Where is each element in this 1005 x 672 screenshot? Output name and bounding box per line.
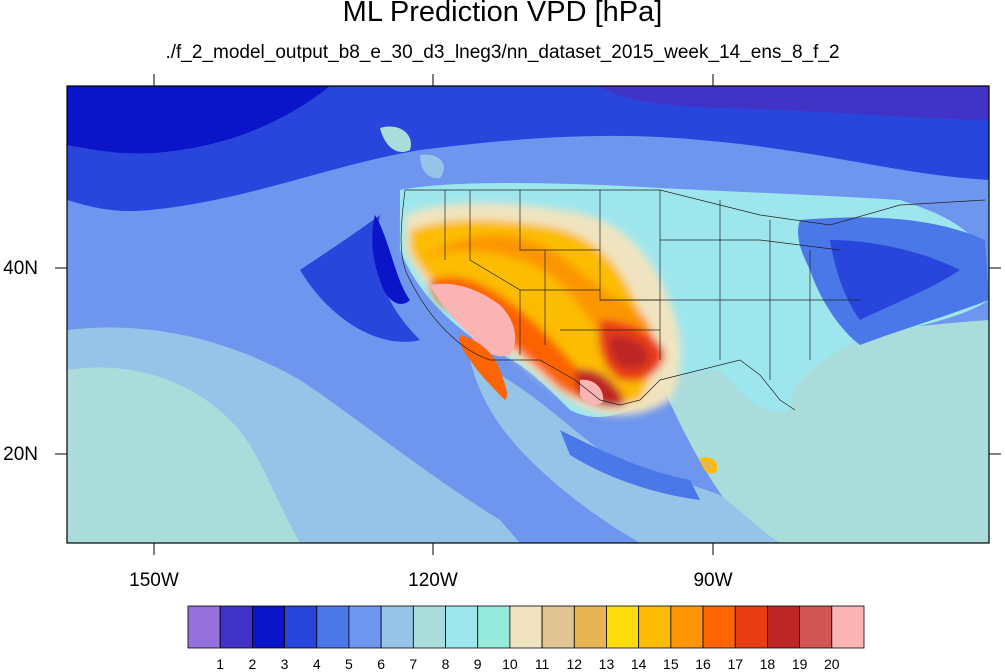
colorbar-swatch — [734, 605, 768, 649]
colorbar-swatch — [638, 605, 672, 649]
colorbar-swatch — [509, 605, 543, 649]
colorbar-swatch — [541, 605, 575, 649]
colorbar-label: 7 — [409, 656, 418, 672]
colorbar-swatch — [573, 605, 607, 649]
colorbar-swatch — [412, 605, 446, 649]
map-title: ML Prediction VPD [hPa] — [342, 0, 663, 28]
lon-label-150w: 150W — [129, 570, 179, 591]
lat-label-40n: 40N — [3, 258, 38, 279]
colorbar-swatch — [316, 605, 350, 649]
colorbar-swatch — [702, 605, 736, 649]
colorbar-label: 5 — [345, 656, 353, 672]
colorbar-swatch — [348, 605, 382, 649]
colorbar-swatch — [251, 605, 285, 649]
colorbar-swatch — [187, 605, 221, 649]
lat-label-20n: 20N — [3, 444, 38, 465]
colorbar-label: 1 — [216, 656, 225, 672]
boundary-lines — [400, 189, 986, 411]
colorbar-swatch — [477, 605, 511, 649]
colorbar-swatch — [767, 605, 801, 649]
colorbar-label: 12 — [566, 656, 583, 672]
colorbar-swatch — [799, 605, 833, 649]
colorbar-swatch — [670, 605, 704, 649]
map-subtitle: ./f_2_model_output_b8_e_30_d3_lneg3/nn_d… — [165, 42, 840, 63]
lon-label-90w: 90W — [693, 570, 733, 591]
colorbar-label: 11 — [534, 656, 550, 672]
colorbar-label: 8 — [441, 656, 450, 672]
colorbar-label: 15 — [663, 656, 679, 672]
colorbar-swatch — [445, 605, 479, 649]
colorbar-label: 16 — [695, 656, 711, 672]
colorbar-label: 19 — [791, 656, 808, 672]
colorbar-swatch — [219, 605, 253, 649]
colorbar-label: 17 — [727, 656, 744, 672]
colorbar-label: 14 — [630, 656, 647, 672]
colorbar-label: 4 — [312, 656, 321, 672]
axis-ticks — [55, 74, 1001, 555]
colorbar-label: 20 — [824, 656, 840, 672]
colorbar-swatch — [831, 605, 865, 649]
colorbar-label: 13 — [598, 656, 615, 672]
lon-label-120w: 120W — [408, 570, 458, 591]
colorbar-swatch — [606, 605, 640, 649]
colorbar-label: 10 — [502, 656, 518, 672]
colorbar-swatch — [284, 605, 318, 649]
colorbar-label: 6 — [377, 656, 386, 672]
colorbar-label: 9 — [473, 656, 482, 672]
colorbar-label: 3 — [280, 656, 289, 672]
map-field — [67, 86, 989, 543]
colorbar-swatch — [380, 605, 414, 649]
colorbar-label: 2 — [248, 656, 257, 672]
map-frame — [66, 85, 990, 544]
colorbar — [187, 605, 865, 649]
colorbar-label: 18 — [759, 656, 776, 672]
